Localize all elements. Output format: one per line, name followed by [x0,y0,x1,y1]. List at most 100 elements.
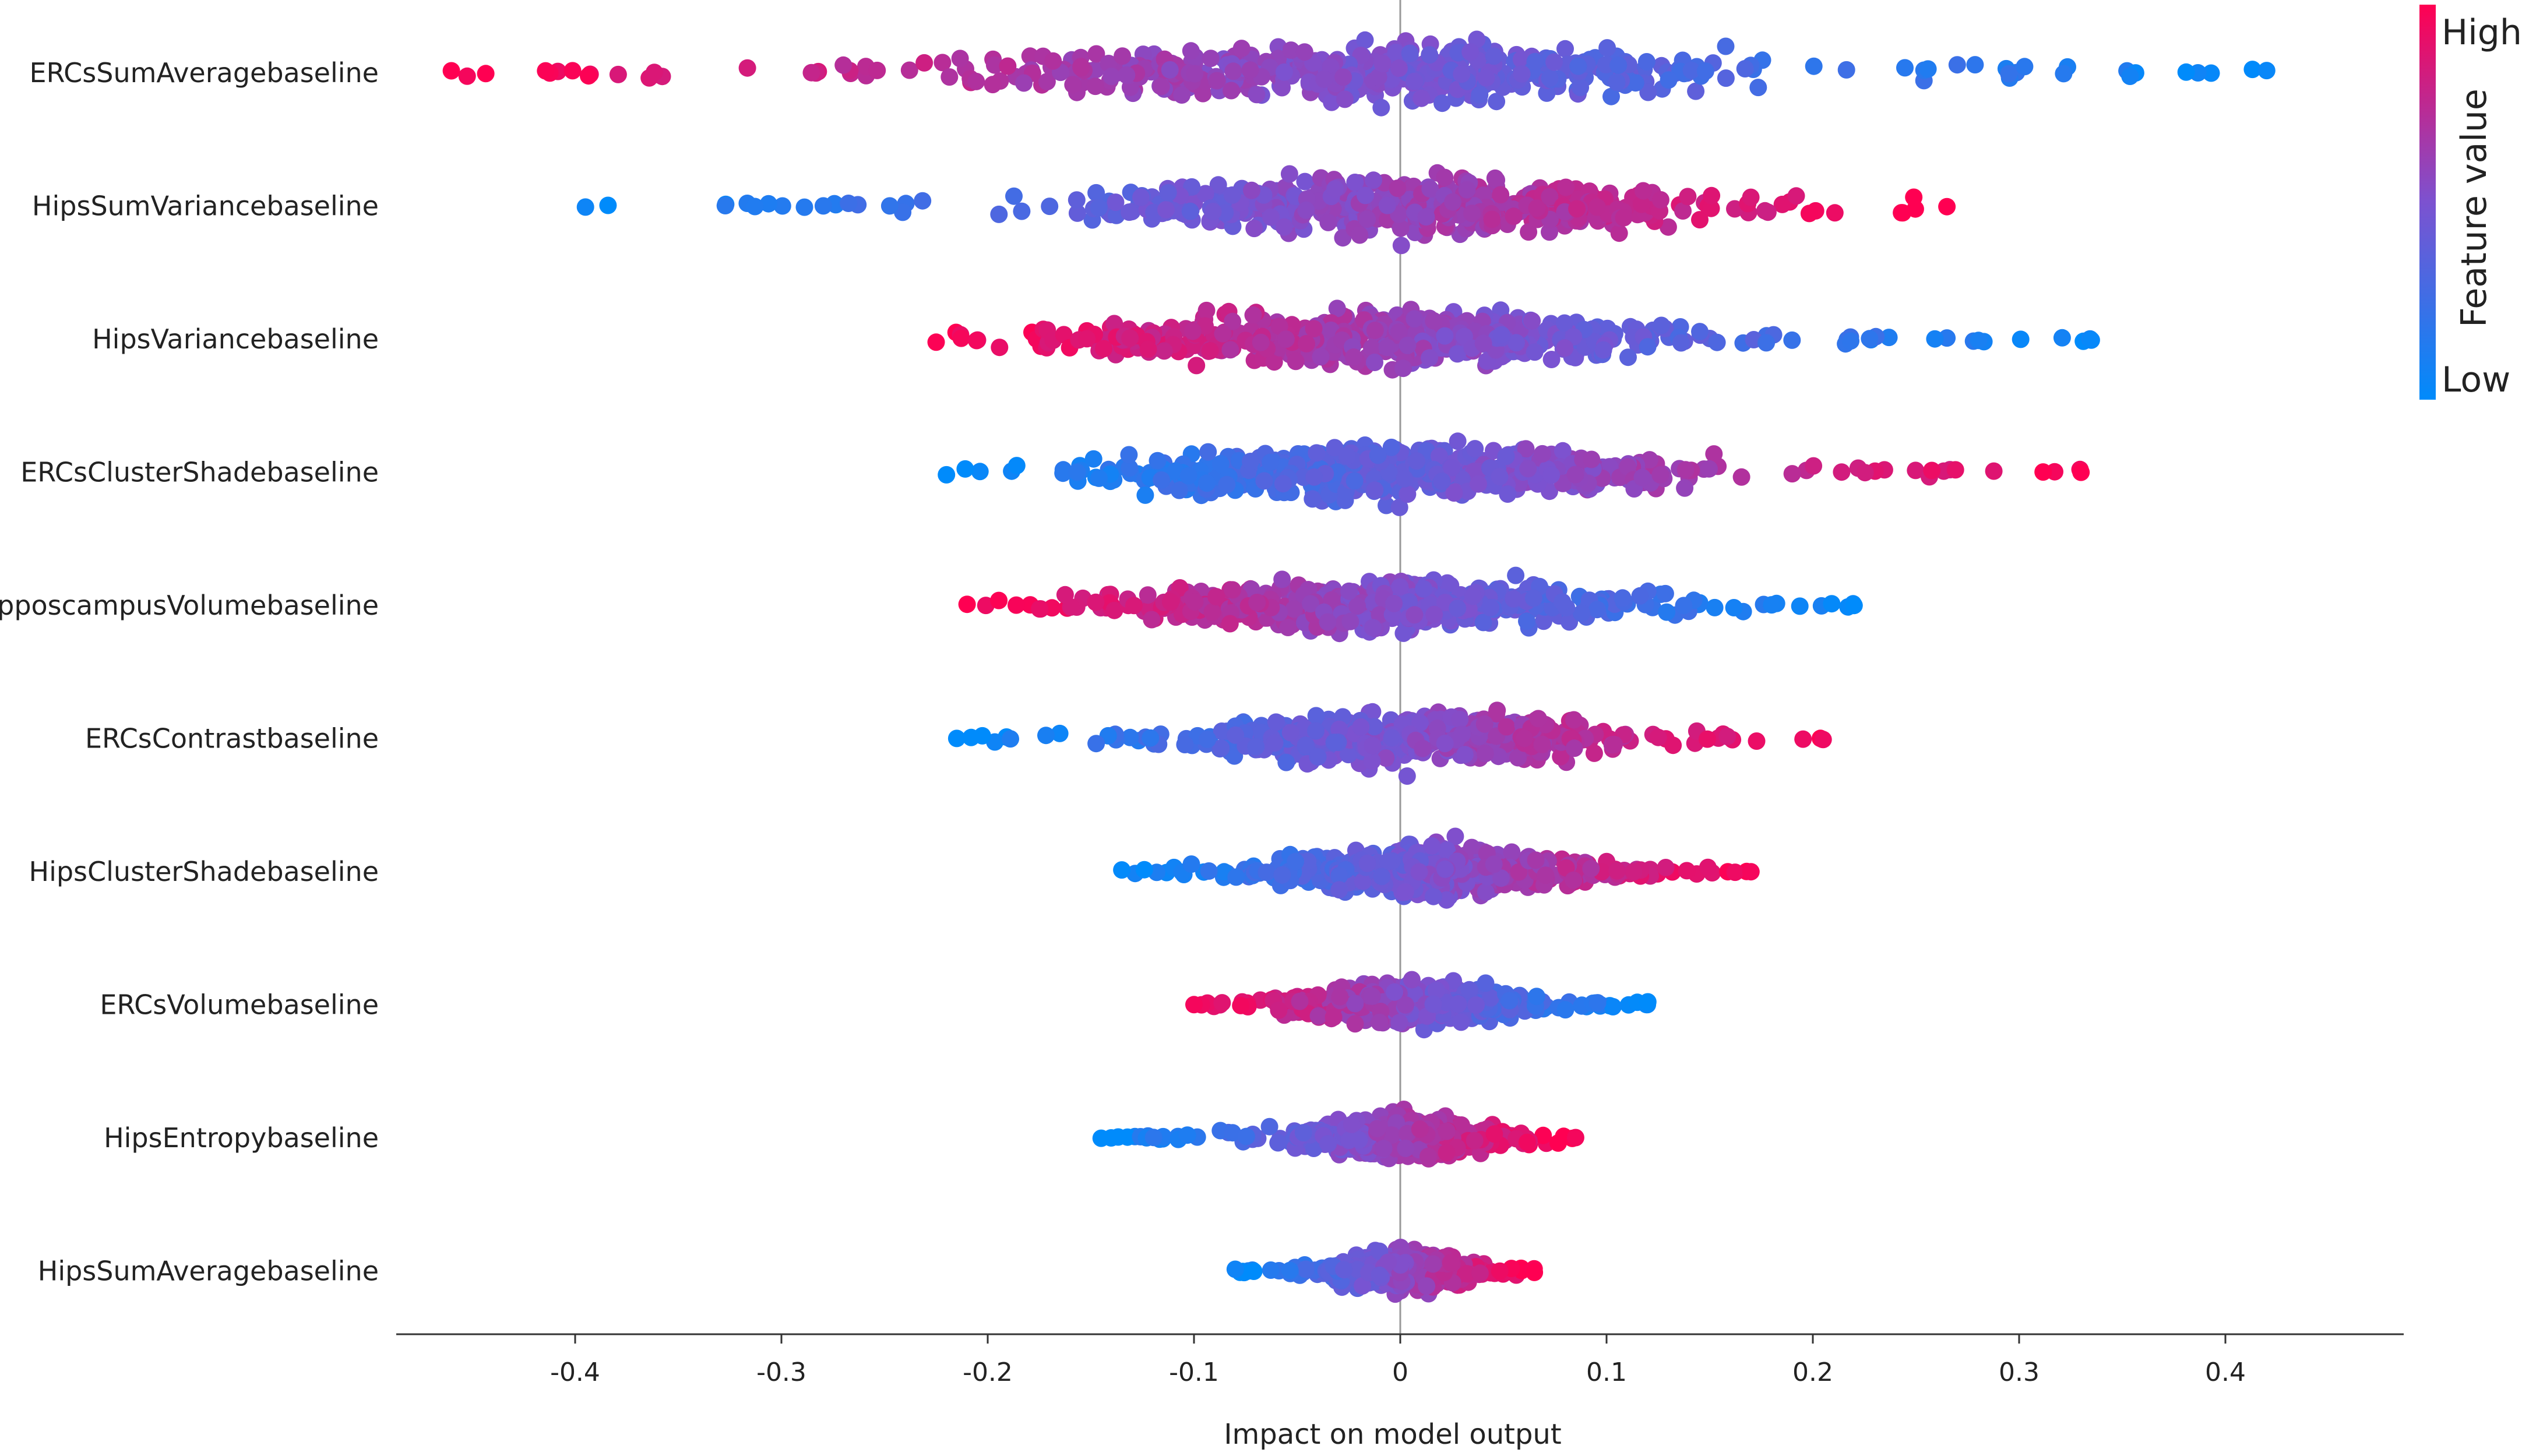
shap-point [1573,604,1590,622]
shap-point [1425,887,1442,905]
shap-point [1861,330,1879,348]
shap-point [1463,205,1481,223]
shap-point [1287,352,1305,371]
shap-point [1383,729,1401,747]
shap-point [1260,1117,1278,1136]
shap-point [1679,188,1697,206]
shap-point [1182,42,1200,60]
shap-point [1391,578,1409,596]
shap-point [1346,174,1364,191]
shap-point [1474,614,1492,632]
shap-point [1602,87,1620,105]
shap-point [1449,432,1467,450]
shap-point [1338,447,1356,465]
shap-point [1421,46,1439,64]
shap-point [1619,458,1637,476]
shap-point [1054,464,1072,482]
shap-point [1199,443,1217,461]
shap-point [1364,619,1382,637]
shap-point [1485,855,1503,873]
shap-point [1396,996,1414,1014]
shap-point [1919,60,1937,78]
shap-point [1826,204,1844,222]
shap-point [1209,176,1227,194]
shap-point [477,65,495,83]
shap-point [1330,720,1348,738]
shap-point [1087,735,1105,753]
shap-point [1181,202,1199,220]
shap-point [900,61,918,79]
shap-point [1055,326,1073,344]
shap-point [1486,169,1504,187]
shap-point [746,198,764,216]
shap-point [894,203,912,221]
shap-point [1262,208,1280,226]
shap-point [1182,855,1200,873]
shap-point [1823,595,1841,613]
shap-point [1672,334,1690,352]
shap-point [1554,442,1572,460]
shap-point [1340,746,1357,764]
shap-point [1378,196,1396,214]
shap-point [1377,749,1395,767]
shap-point [1348,597,1366,615]
shap-point [1323,93,1341,111]
shap-point [1464,587,1482,605]
shap-point [1294,1124,1312,1142]
shap-point [1598,39,1616,57]
shap-point [1352,47,1370,65]
shap-point [1266,734,1284,752]
shap-point [1470,475,1487,493]
shap-point [1143,611,1161,629]
shap-point [1153,471,1171,489]
shap-point [1507,334,1525,352]
shap-point [1282,41,1300,59]
shap-point [1125,597,1143,615]
feature-row [1113,827,1760,909]
shap-point [1794,730,1812,748]
shap-point [1691,211,1709,229]
shap-point [1365,718,1383,736]
shap-point [1537,866,1555,884]
shap-point [1545,53,1563,71]
shap-point [1319,213,1337,231]
shap-point [1528,199,1546,217]
shap-point [1604,997,1622,1016]
shap-point [1837,61,1855,79]
shap-point [1699,730,1716,748]
shap-point [1534,1126,1552,1144]
shap-point [915,54,934,72]
shap-point [1224,1124,1242,1142]
shap-point [1346,1015,1364,1033]
shap-point [1678,862,1696,880]
shap-point [1139,586,1157,604]
shap-point [1453,725,1471,743]
shap-point [1084,450,1103,468]
shap-point [1243,181,1260,199]
shap-point [1814,731,1832,749]
shap-point [1651,191,1669,209]
shap-point [1856,464,1874,482]
shap-point [1149,452,1167,470]
shap-point [1207,588,1225,606]
shap-point [1176,736,1194,753]
shap-point [1159,184,1177,202]
shap-point [1541,69,1559,87]
shap-point [1880,329,1898,347]
shap-point [1413,89,1431,107]
shap-point [1471,86,1489,104]
shap-point [1373,55,1392,72]
shap-point [1631,587,1649,605]
shap-point [1121,459,1139,477]
shap-point [1005,187,1023,205]
shap-point [1458,181,1476,199]
shap-point [1742,188,1760,206]
shap-point [1232,40,1251,58]
shap-point [2000,65,2018,83]
shap-point [1309,1007,1327,1025]
shap-point [1446,827,1464,845]
shap-point [1232,996,1250,1014]
shap-point [1488,705,1506,723]
shap-point [1485,47,1503,65]
shap-point [1566,1129,1584,1147]
